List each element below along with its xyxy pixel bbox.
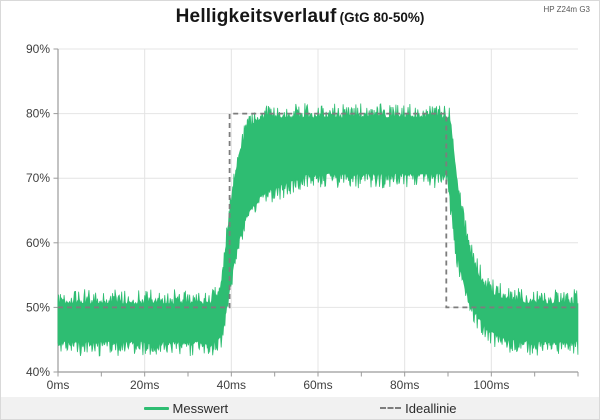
- svg-text:80ms: 80ms: [390, 378, 419, 392]
- chart-title: Helligkeitsverlauf (GtG 80-50%): [1, 6, 599, 28]
- svg-text:60%: 60%: [26, 236, 50, 250]
- svg-text:100ms: 100ms: [473, 378, 509, 392]
- svg-text:60ms: 60ms: [303, 378, 332, 392]
- legend-label-messwert: Messwert: [172, 400, 229, 416]
- chart-canvas: 40% 50% 60% 70% 80% 90% 0ms 20ms 40ms 60ms 80ms 100…: [26, 42, 579, 392]
- ideal-dashed-swatch-icon: [380, 407, 402, 409]
- legend-item-messwert: Messwert: [143, 400, 229, 416]
- chart-subtitle-text: (GtG 80-50%): [339, 10, 425, 25]
- svg-text:40ms: 40ms: [217, 378, 246, 392]
- device-label: HP Z24m G3: [543, 5, 590, 14]
- chart-title-text: Helligkeitsverlauf: [175, 6, 337, 27]
- legend-label-ideallinie: Ideallinie: [405, 400, 457, 416]
- legend-item-ideallinie: Ideallinie: [380, 401, 456, 416]
- svg-text:0ms: 0ms: [47, 378, 70, 392]
- measurement-line-swatch-icon: [143, 406, 169, 410]
- svg-text:70%: 70%: [26, 171, 50, 185]
- svg-text:50%: 50%: [26, 300, 50, 314]
- svg-text:40%: 40%: [26, 365, 50, 379]
- legend: Messwert Ideallinie: [1, 397, 599, 419]
- svg-text:90%: 90%: [26, 42, 50, 56]
- svg-text:20ms: 20ms: [130, 378, 159, 392]
- svg-text:80%: 80%: [26, 107, 50, 121]
